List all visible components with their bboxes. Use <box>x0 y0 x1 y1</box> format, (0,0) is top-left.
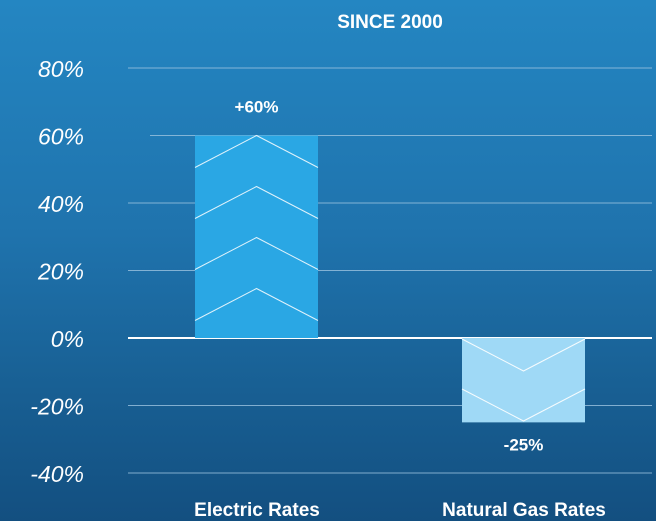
y-tick-label: -20% <box>30 394 84 420</box>
bar-chevron <box>194 134 319 168</box>
x-category-label: Electric Rates <box>194 500 320 521</box>
y-tick-label: 0% <box>51 326 84 352</box>
bar-chevron <box>461 338 586 372</box>
bar <box>462 338 585 423</box>
bar-chevron <box>461 388 586 422</box>
y-tick-label: -40% <box>30 461 84 487</box>
bar-chevron <box>194 236 319 270</box>
y-tick-label: 40% <box>38 191 84 217</box>
bar-group: -25% <box>461 338 586 454</box>
bar-group: +60% <box>194 98 319 338</box>
y-tick-label: 80% <box>38 56 84 82</box>
bars: +60% -25% <box>194 98 586 454</box>
bar-value-label: +60% <box>235 98 279 117</box>
y-axis-ticks: 80% 60% 40% 20% 0% -20% -40% <box>30 56 84 487</box>
bar-chevron <box>194 287 319 321</box>
bar-chevron <box>194 185 319 219</box>
chart-title: SINCE 2000 <box>337 12 443 33</box>
y-tick-label: 20% <box>37 259 84 285</box>
x-axis-categories: Electric Rates Natural Gas Rates <box>194 500 606 521</box>
bar-value-label: -25% <box>504 435 544 454</box>
x-category-label: Natural Gas Rates <box>442 500 606 521</box>
bar <box>195 135 318 338</box>
y-tick-label: 60% <box>38 124 84 150</box>
